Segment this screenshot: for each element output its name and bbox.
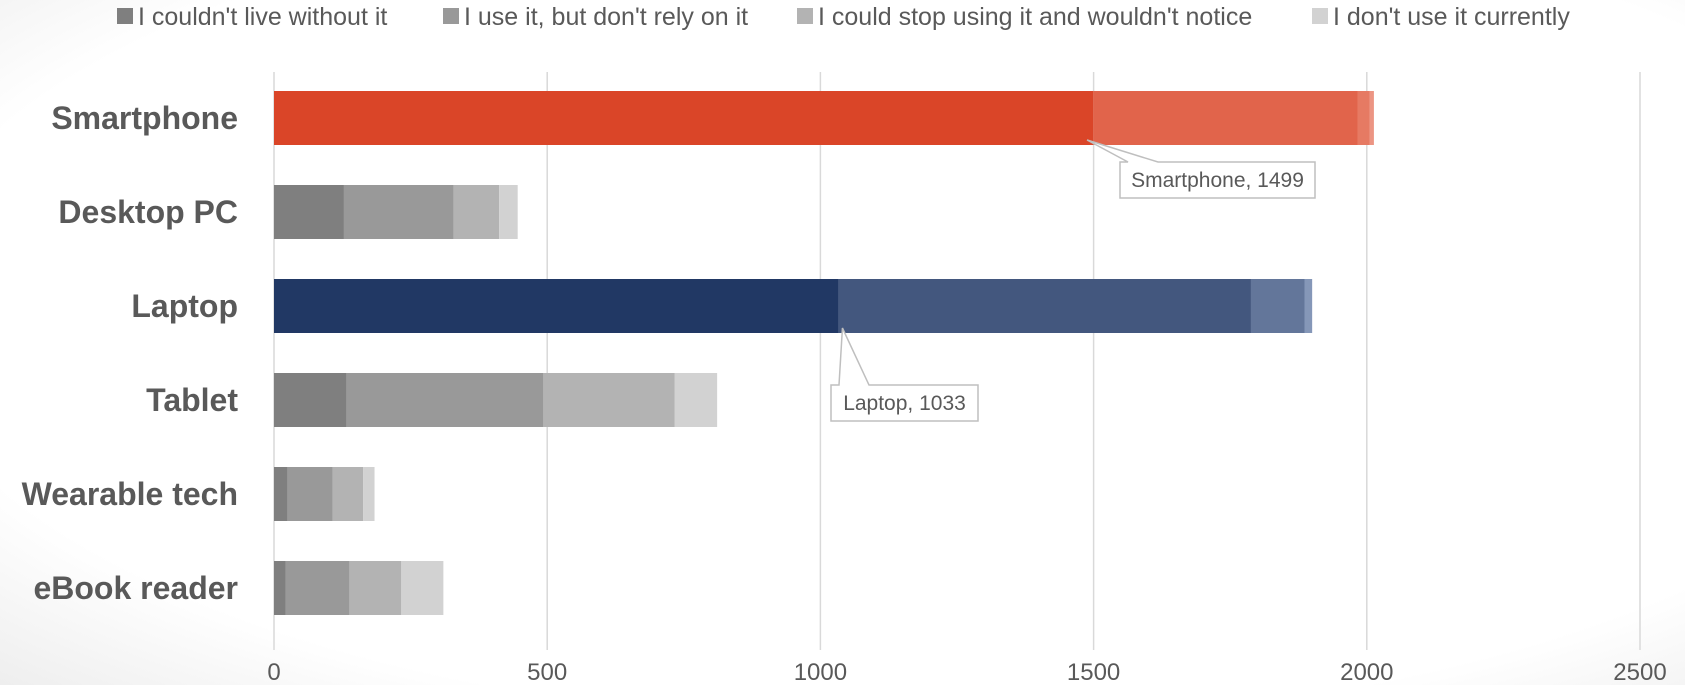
bar-segment bbox=[363, 467, 375, 521]
legend-swatch bbox=[797, 8, 813, 24]
bar-segment bbox=[274, 561, 286, 615]
bar-segment bbox=[274, 467, 288, 521]
x-tick-label: 1000 bbox=[794, 659, 847, 685]
legend-swatch bbox=[1312, 8, 1328, 24]
value-axis: 0 500 1000 1500 2000 2500 bbox=[267, 659, 1666, 685]
bar-segment bbox=[274, 91, 1094, 145]
category-label: Smartphone bbox=[51, 100, 238, 136]
legend-swatch bbox=[117, 8, 133, 24]
bar-segment bbox=[346, 373, 544, 427]
bar-segment bbox=[543, 373, 675, 427]
category-label: Desktop PC bbox=[58, 194, 238, 230]
bar-segment bbox=[401, 561, 444, 615]
bar-segment bbox=[1093, 91, 1358, 145]
category-label: eBook reader bbox=[33, 570, 238, 606]
bar-segment bbox=[287, 467, 333, 521]
bar-segment bbox=[343, 185, 454, 239]
legend-item: I don't use it currently bbox=[1333, 3, 1570, 31]
bar-segment bbox=[674, 373, 718, 427]
bar-segment bbox=[453, 185, 500, 239]
plot-area bbox=[274, 91, 1374, 615]
callout-label: Laptop, 1033 bbox=[843, 392, 966, 415]
category-label: Tablet bbox=[146, 382, 238, 418]
bar-segment bbox=[274, 373, 347, 427]
bar-segment bbox=[1250, 279, 1305, 333]
bar-segment bbox=[838, 279, 1251, 333]
bar-segment bbox=[1304, 279, 1313, 333]
category-axis: Smartphone Desktop PC Laptop Tablet Wearable… bbox=[22, 100, 239, 606]
callout-label: Smartphone, 1499 bbox=[1131, 169, 1304, 192]
x-tick-label: 0 bbox=[267, 659, 280, 685]
legend-item: I couldn't live without it bbox=[138, 3, 387, 31]
x-tick-label: 2000 bbox=[1340, 659, 1393, 685]
bar-segment bbox=[285, 561, 350, 615]
bar-segment bbox=[1357, 91, 1370, 145]
legend: I couldn't live without it I use it, but … bbox=[117, 3, 1570, 31]
callout-box bbox=[830, 327, 979, 422]
bar-segment bbox=[332, 467, 364, 521]
bar-segment bbox=[349, 561, 402, 615]
bar-segment bbox=[274, 279, 839, 333]
bar-segment bbox=[1369, 91, 1374, 145]
bar-segment bbox=[499, 185, 518, 239]
bar-segment bbox=[274, 185, 344, 239]
x-tick-label: 1500 bbox=[1067, 659, 1120, 685]
legend-item: I could stop using it and wouldn't notic… bbox=[818, 3, 1252, 31]
annotations: Smartphone, 1499 Laptop, 1033 bbox=[830, 139, 1316, 422]
gridlines bbox=[273, 72, 1641, 650]
x-tick-label: 2500 bbox=[1613, 659, 1666, 685]
category-label: Laptop bbox=[131, 288, 238, 324]
legend-swatch bbox=[443, 8, 459, 24]
x-tick-label: 500 bbox=[527, 659, 567, 685]
category-label: Wearable tech bbox=[22, 476, 238, 512]
legend-item: I use it, but don't rely on it bbox=[464, 3, 748, 31]
callout-box bbox=[1086, 139, 1316, 199]
